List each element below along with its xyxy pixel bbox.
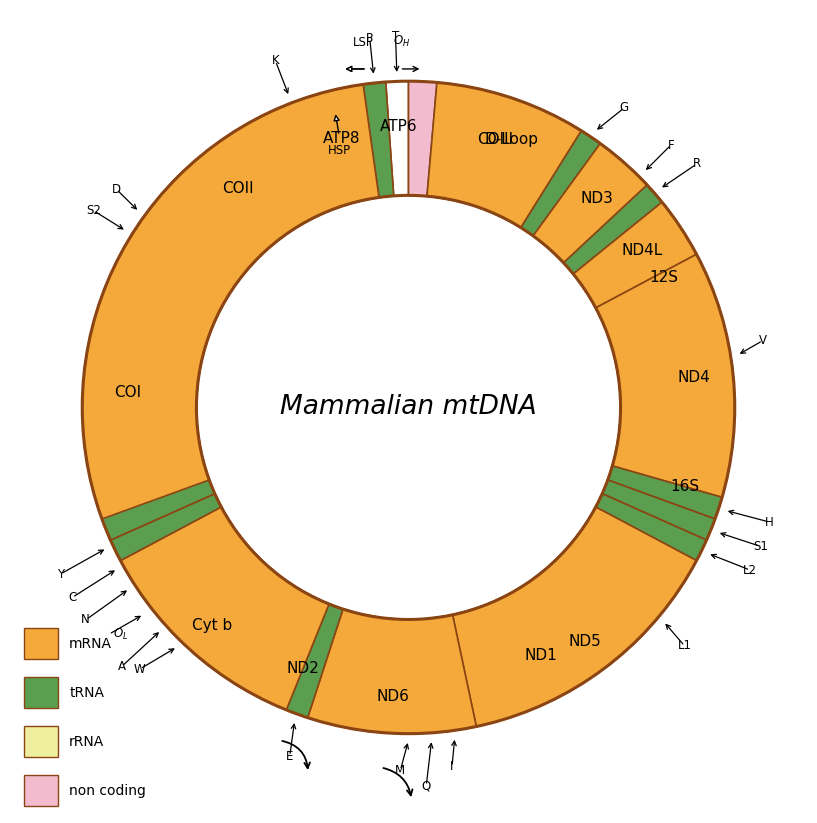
Polygon shape bbox=[281, 99, 339, 212]
Polygon shape bbox=[564, 538, 666, 630]
Polygon shape bbox=[363, 82, 394, 198]
Polygon shape bbox=[602, 480, 715, 540]
Text: V: V bbox=[759, 334, 766, 347]
Polygon shape bbox=[141, 529, 246, 617]
Text: G: G bbox=[619, 101, 629, 114]
Polygon shape bbox=[302, 84, 379, 207]
Text: H: H bbox=[766, 515, 774, 528]
Text: C: C bbox=[68, 591, 76, 604]
Text: ND5: ND5 bbox=[569, 635, 601, 649]
Text: ND2: ND2 bbox=[287, 661, 319, 676]
Polygon shape bbox=[286, 604, 343, 718]
Text: tRNA: tRNA bbox=[69, 686, 105, 700]
Text: ND6: ND6 bbox=[377, 689, 410, 704]
Text: A: A bbox=[118, 660, 126, 673]
Polygon shape bbox=[431, 616, 465, 732]
Text: ATP6: ATP6 bbox=[380, 119, 417, 133]
Text: N: N bbox=[82, 613, 90, 626]
Text: S1: S1 bbox=[753, 540, 768, 553]
Text: non coding: non coding bbox=[69, 783, 146, 797]
Text: M: M bbox=[395, 764, 405, 777]
Text: L2: L2 bbox=[743, 564, 757, 577]
Polygon shape bbox=[397, 620, 420, 733]
Polygon shape bbox=[129, 517, 234, 594]
Text: F: F bbox=[667, 138, 674, 151]
Bar bbox=[24, 775, 58, 807]
Polygon shape bbox=[416, 618, 443, 733]
Polygon shape bbox=[445, 552, 647, 728]
Text: Cyt b: Cyt b bbox=[192, 618, 232, 633]
Polygon shape bbox=[574, 202, 697, 308]
Text: E: E bbox=[286, 750, 293, 763]
Text: Q: Q bbox=[422, 779, 431, 793]
Text: S2: S2 bbox=[87, 204, 101, 217]
Polygon shape bbox=[118, 504, 227, 575]
Polygon shape bbox=[83, 81, 734, 733]
Text: ND1: ND1 bbox=[525, 649, 557, 663]
Bar bbox=[24, 629, 58, 659]
Polygon shape bbox=[108, 491, 220, 556]
Polygon shape bbox=[564, 185, 729, 367]
Polygon shape bbox=[596, 254, 734, 497]
Polygon shape bbox=[151, 107, 326, 277]
Polygon shape bbox=[308, 609, 476, 733]
Text: Mammalian mtDNA: Mammalian mtDNA bbox=[280, 394, 537, 421]
Text: W: W bbox=[134, 663, 145, 676]
Polygon shape bbox=[110, 494, 221, 560]
Text: 12S: 12S bbox=[650, 270, 679, 285]
Text: mRNA: mRNA bbox=[69, 637, 112, 651]
Bar bbox=[24, 677, 58, 709]
Polygon shape bbox=[408, 81, 631, 253]
Polygon shape bbox=[553, 169, 647, 263]
Polygon shape bbox=[126, 225, 233, 301]
Polygon shape bbox=[608, 466, 722, 519]
Polygon shape bbox=[174, 555, 266, 650]
Polygon shape bbox=[521, 131, 600, 236]
Text: D: D bbox=[112, 183, 121, 196]
Polygon shape bbox=[83, 82, 734, 733]
Text: T: T bbox=[392, 30, 400, 43]
Polygon shape bbox=[102, 480, 215, 540]
Text: L1: L1 bbox=[677, 639, 692, 653]
Text: D-Loop: D-Loop bbox=[484, 132, 538, 146]
Polygon shape bbox=[534, 143, 647, 263]
Text: HSP: HSP bbox=[328, 144, 350, 157]
Text: ATP8: ATP8 bbox=[323, 131, 360, 146]
Polygon shape bbox=[576, 374, 734, 608]
Text: $O_L$: $O_L$ bbox=[113, 627, 128, 642]
Polygon shape bbox=[617, 345, 733, 385]
Text: ND3: ND3 bbox=[580, 191, 614, 206]
Polygon shape bbox=[427, 82, 582, 228]
Text: P: P bbox=[366, 32, 373, 44]
Text: COII: COII bbox=[222, 181, 253, 197]
Text: Y: Y bbox=[56, 568, 64, 581]
Polygon shape bbox=[596, 494, 707, 560]
Text: 16S: 16S bbox=[670, 479, 699, 494]
Polygon shape bbox=[158, 544, 256, 634]
Text: $O_H$: $O_H$ bbox=[393, 34, 411, 49]
Text: COI: COI bbox=[114, 385, 141, 400]
Polygon shape bbox=[120, 507, 329, 710]
Text: K: K bbox=[272, 54, 279, 67]
Text: COIII: COIII bbox=[477, 133, 514, 147]
Polygon shape bbox=[138, 207, 241, 289]
Text: I: I bbox=[450, 760, 453, 774]
Text: LSP: LSP bbox=[352, 35, 373, 49]
Polygon shape bbox=[190, 565, 401, 733]
Text: ND4: ND4 bbox=[677, 370, 711, 385]
Polygon shape bbox=[564, 185, 662, 274]
Text: R: R bbox=[693, 157, 701, 170]
Text: ND4L: ND4L bbox=[621, 243, 663, 258]
Bar bbox=[24, 727, 58, 757]
Polygon shape bbox=[453, 507, 697, 727]
Text: rRNA: rRNA bbox=[69, 735, 105, 749]
Polygon shape bbox=[83, 244, 225, 535]
